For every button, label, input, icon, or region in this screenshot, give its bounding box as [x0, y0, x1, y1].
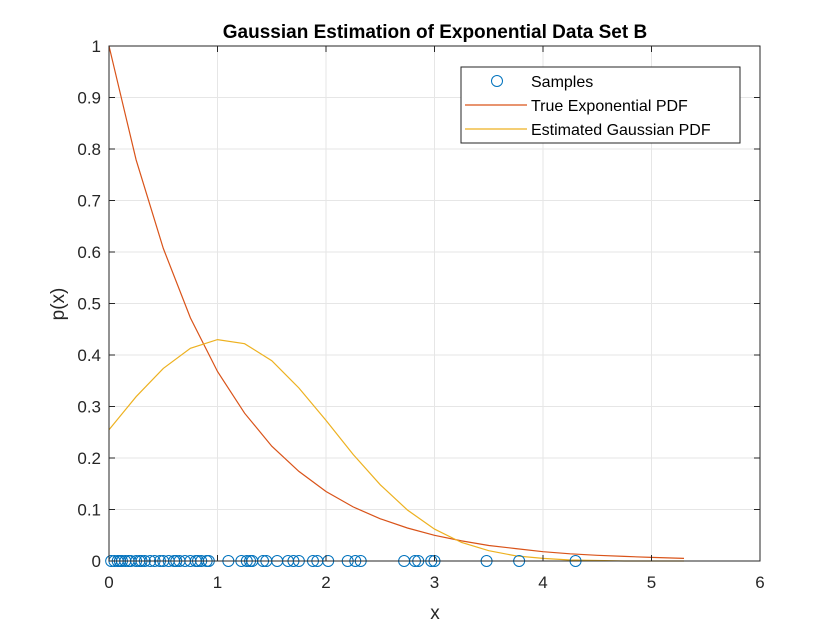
x-tick-label: 0	[104, 573, 113, 592]
x-tick-label: 2	[321, 573, 330, 592]
y-tick-label: 0.2	[77, 449, 101, 468]
legend-label: True Exponential PDF	[531, 98, 688, 115]
series-line	[108, 338, 684, 562]
x-tick-label: 6	[755, 573, 764, 592]
series-line	[108, 45, 685, 559]
y-axis-label: p(x)	[48, 288, 69, 321]
x-tick-label: 4	[538, 573, 547, 592]
y-tick-label: 0.8	[77, 140, 101, 159]
ticks: 0 1 2 3 4 5 6 0 0.1 0.2 0.3 0.4 0.5 0.6 0.7 0.8 0.9 1	[77, 37, 764, 592]
legend-marker	[491, 75, 503, 87]
x-tick-label: 3	[430, 573, 439, 592]
y-tick-label: 0.7	[77, 192, 101, 211]
y-tick-label: 0.1	[77, 501, 101, 520]
y-tick-label: 0.5	[77, 295, 101, 314]
legend-label: Estimated Gaussian PDF	[531, 122, 711, 139]
legend: Samples True Exponential PDF Estimated Gau…	[460, 66, 741, 144]
y-tick-label: 0.3	[77, 398, 101, 417]
x-tick-label: 1	[213, 573, 222, 592]
y-tick-label: 0.9	[77, 89, 101, 108]
x-tick-label: 5	[647, 573, 656, 592]
y-tick-label: 0.4	[77, 346, 101, 365]
chart-title: Gaussian Estimation of Exponential Data …	[223, 22, 647, 43]
y-tick-label: 0	[92, 552, 101, 571]
legend-label: Samples	[531, 74, 593, 91]
x-axis-label: x	[430, 603, 440, 624]
y-tick-label: 1	[92, 37, 101, 56]
y-tick-label: 0.6	[77, 243, 101, 262]
